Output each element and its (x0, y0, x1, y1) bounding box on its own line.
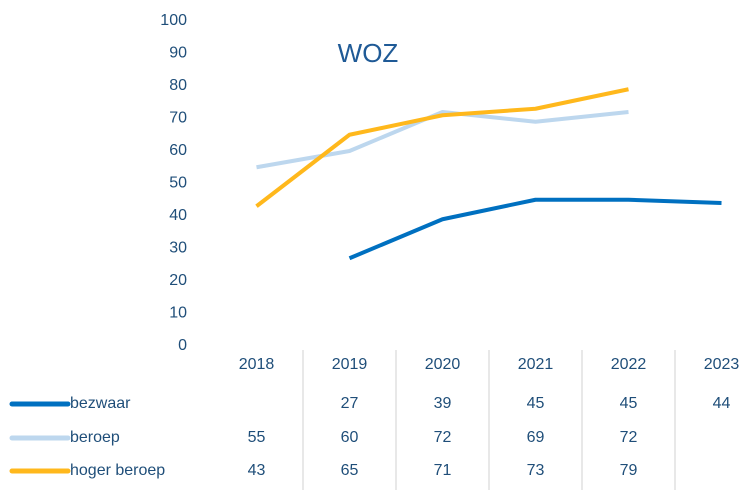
y-tick-label: 100 (160, 12, 187, 29)
x-tick-label: 2019 (332, 356, 368, 373)
table-cell: 45 (620, 395, 638, 412)
y-tick-label: 40 (169, 207, 187, 224)
series-line (256, 110, 629, 170)
table-cell: 39 (434, 395, 452, 412)
table-cell: 79 (620, 462, 638, 479)
y-tick-label: 10 (169, 305, 187, 322)
x-tick-label: 2022 (611, 356, 647, 373)
y-tick-label: 20 (169, 272, 187, 289)
y-tick-label: 60 (169, 142, 187, 159)
legend-label: hoger beroep (70, 462, 165, 479)
table-cell: 27 (341, 395, 359, 412)
table-cell: 72 (434, 429, 452, 446)
series-line (348, 197, 722, 261)
y-tick-label: 70 (169, 110, 187, 127)
table-cell: 55 (248, 429, 266, 446)
y-tick-label: 80 (169, 77, 187, 94)
table-cell: 44 (713, 395, 731, 412)
table-cell: 65 (341, 462, 359, 479)
y-tick-label: 90 (169, 45, 187, 62)
legend-label: bezwaar (70, 395, 131, 412)
x-tick-label: 2018 (239, 356, 275, 373)
table-cell: 60 (341, 429, 359, 446)
x-tick-label: 2021 (518, 356, 554, 373)
y-tick-label: 0 (178, 337, 187, 354)
chart-title: WOZ (338, 38, 399, 68)
table-cell: 43 (248, 462, 266, 479)
x-tick-label: 2023 (704, 356, 740, 373)
x-tick-label: 2020 (425, 356, 461, 373)
legend-label: beroep (70, 429, 120, 446)
table-cell: 45 (527, 395, 545, 412)
series-line (255, 87, 629, 208)
table-cell: 72 (620, 429, 638, 446)
y-tick-label: 30 (169, 240, 187, 257)
y-tick-label: 50 (169, 175, 187, 192)
table-cell: 69 (527, 429, 545, 446)
table-cell: 73 (527, 462, 545, 479)
table-cell: 71 (434, 462, 452, 479)
